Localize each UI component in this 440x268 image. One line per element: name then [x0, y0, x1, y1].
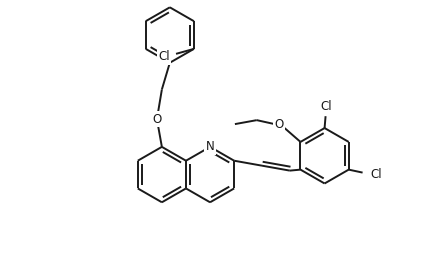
Text: O: O [152, 113, 161, 126]
Text: Cl: Cl [321, 100, 332, 113]
Text: Cl: Cl [158, 50, 170, 63]
Text: N: N [205, 140, 214, 153]
Text: Cl: Cl [370, 168, 382, 181]
Text: O: O [274, 118, 283, 131]
